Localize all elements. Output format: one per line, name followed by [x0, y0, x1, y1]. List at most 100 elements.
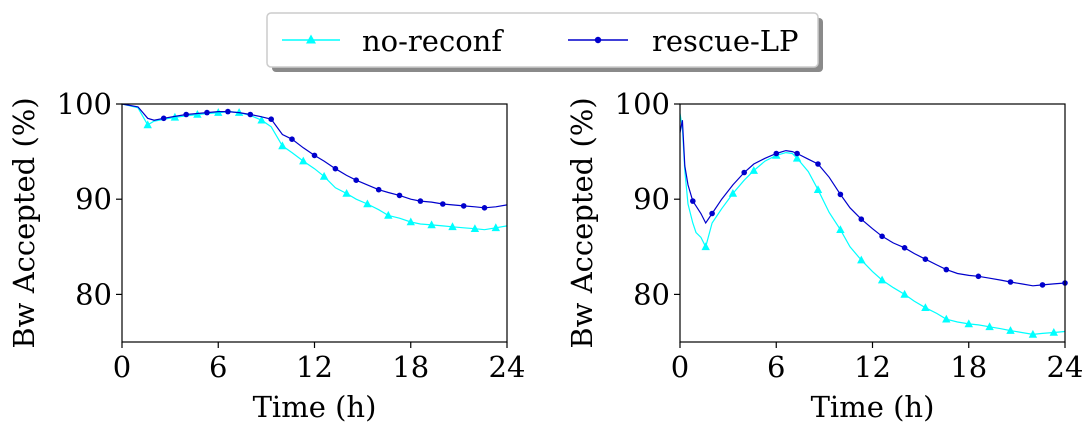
data-point-rescue-lp	[709, 210, 715, 217]
y-tick-label: 80	[633, 277, 670, 311]
series-layer-left	[121, 103, 508, 232]
data-point-no-reconf	[299, 156, 308, 165]
series-line-no-reconf	[679, 113, 1066, 336]
y-axis-label-left: Bw Accepted (%)	[7, 97, 41, 348]
data-point-rescue-lp	[943, 266, 950, 273]
data-point-no-reconf	[491, 223, 500, 232]
data-point-no-reconf	[384, 210, 393, 219]
data-point-no-reconf	[427, 220, 436, 229]
legend-entry-rescue-lp: rescue-LP	[568, 24, 799, 58]
data-point-rescue-lp	[815, 161, 821, 167]
series-line-rescue-lp	[679, 120, 1066, 287]
x-tick-label: 6	[209, 350, 227, 384]
data-point-no-reconf	[319, 171, 329, 180]
y-tick-label: 90	[75, 182, 112, 216]
data-point-no-reconf	[406, 217, 415, 226]
triangle-marker-icon	[306, 34, 316, 44]
data-point-no-reconf	[857, 255, 866, 264]
x-tick-label: 24	[489, 350, 526, 384]
data-point-no-reconf	[1049, 328, 1058, 336]
data-point-no-reconf	[448, 222, 457, 231]
data-point-rescue-lp	[481, 205, 488, 211]
legend: no-reconf rescue-LP	[266, 12, 823, 72]
data-point-no-reconf	[942, 314, 951, 323]
data-point-rescue-lp	[773, 150, 780, 157]
data-point-rescue-lp	[225, 108, 231, 115]
data-point-no-reconf	[900, 289, 909, 298]
data-point-no-reconf	[701, 242, 710, 251]
data-point-no-reconf	[342, 189, 351, 197]
chart-left: 0 6 12 18 24 80 90 100 Time (h) Bw Accepted (%)	[7, 87, 525, 423]
x-tick-label: 18	[392, 350, 429, 384]
x-tick-label: 12	[296, 350, 333, 384]
data-point-rescue-lp	[460, 203, 467, 209]
data-point-no-reconf	[470, 224, 480, 232]
chart-right: 0 6 12 18 24 80 90 100 Time (h) Bw Accepted (%)	[565, 87, 1083, 423]
data-point-rescue-lp	[858, 216, 865, 222]
x-axis-label-left: Time (h)	[253, 390, 377, 423]
circle-marker-icon	[594, 36, 602, 44]
data-point-rescue-lp	[837, 191, 844, 198]
data-point-rescue-lp	[1039, 282, 1046, 288]
data-point-no-reconf	[363, 199, 372, 208]
data-point-rescue-lp	[247, 111, 254, 118]
data-point-rescue-lp	[922, 256, 929, 263]
data-point-no-reconf	[964, 319, 973, 328]
plot-frame-right	[679, 103, 1066, 343]
tick-layer-left: 0 6 12 18 24 80 90 100	[57, 87, 526, 384]
x-tick-label: 24	[1047, 350, 1084, 384]
series-line-no-reconf	[121, 103, 508, 231]
data-point-rescue-lp	[311, 152, 318, 159]
data-point-no-reconf	[1028, 329, 1038, 338]
data-point-no-reconf	[877, 275, 887, 284]
data-point-rescue-lp	[289, 136, 295, 142]
data-point-rescue-lp	[741, 169, 747, 176]
plot-frame-left	[121, 103, 508, 343]
data-point-rescue-lp	[901, 245, 908, 251]
tick-layer-right: 0 6 12 18 24 80 90 100	[615, 87, 1084, 384]
legend-label-no-reconf: no-reconf	[362, 24, 504, 58]
x-tick-label: 6	[767, 350, 785, 384]
data-point-no-reconf	[1006, 326, 1015, 334]
data-point-rescue-lp	[353, 177, 360, 183]
data-point-no-reconf	[278, 141, 287, 150]
data-point-rescue-lp	[417, 198, 424, 204]
data-point-no-reconf	[728, 189, 738, 197]
x-axis-label-right: Time (h)	[811, 390, 935, 423]
y-tick-label: 100	[57, 87, 112, 121]
data-point-no-reconf	[921, 303, 930, 311]
data-point-no-reconf	[985, 322, 994, 331]
data-point-rescue-lp	[183, 111, 189, 118]
data-point-no-reconf	[257, 115, 266, 124]
x-tick-label: 12	[854, 350, 891, 384]
x-tick-label: 18	[950, 350, 987, 384]
y-axis-label-right: Bw Accepted (%)	[565, 97, 599, 348]
y-tick-label: 100	[615, 87, 670, 121]
data-point-rescue-lp	[375, 186, 382, 193]
x-tick-label: 0	[671, 350, 689, 384]
data-point-rescue-lp	[160, 115, 167, 122]
legend-label-rescue-lp: rescue-LP	[652, 24, 799, 58]
data-point-no-reconf	[749, 166, 758, 174]
data-point-no-reconf	[792, 153, 802, 162]
data-point-rescue-lp	[440, 201, 446, 207]
data-point-rescue-lp	[879, 233, 885, 240]
x-tick-label: 0	[113, 350, 131, 384]
data-point-rescue-lp	[1007, 279, 1014, 285]
data-point-rescue-lp	[396, 192, 403, 199]
y-tick-label: 90	[633, 182, 670, 216]
y-tick-label: 80	[75, 277, 112, 311]
series-layer-right	[679, 113, 1068, 338]
data-point-rescue-lp	[975, 273, 982, 280]
data-point-rescue-lp	[690, 198, 696, 204]
data-point-rescue-lp	[204, 109, 210, 116]
legend-box	[266, 12, 819, 68]
data-point-no-reconf	[143, 120, 152, 129]
data-point-rescue-lp	[794, 150, 800, 157]
data-point-rescue-lp	[332, 165, 339, 172]
data-point-no-reconf	[813, 185, 823, 193]
legend-entry-no-reconf: no-reconf	[282, 24, 504, 58]
data-point-rescue-lp	[268, 116, 275, 122]
data-point-no-reconf	[836, 225, 845, 233]
